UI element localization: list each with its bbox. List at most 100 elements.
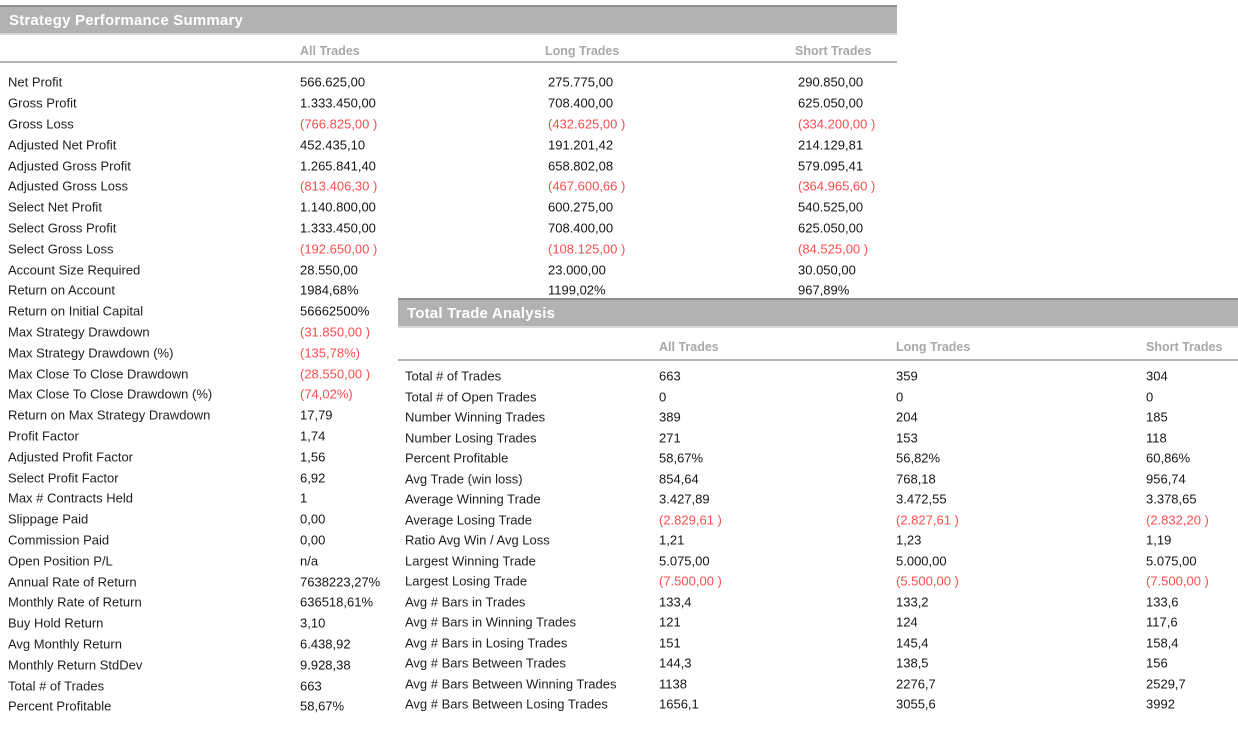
table-row: Max Strategy Drawdown (%) (135,78%) (0, 342, 897, 363)
row-label: Monthly Return StdDev (8, 657, 143, 673)
table-row: Slippage Paid 0,00 (0, 509, 897, 530)
row-label: Percent Profitable (405, 450, 509, 466)
table-row: Open Position P/L n/a (0, 550, 897, 571)
cell-short-trades: (2.832,20 ) (1146, 512, 1209, 528)
cell-long-trades: 23.000,00 (548, 262, 606, 278)
table-row: Max Strategy Drawdown (31.850,00 ) (0, 322, 897, 343)
row-label: Avg Monthly Return (8, 636, 122, 652)
cell-all-trades: 1.265.841,40 (300, 158, 376, 174)
cell-short-trades: 304 (1146, 368, 1168, 384)
row-label: Largest Winning Trade (405, 553, 536, 569)
cell-all-trades: 663 (300, 678, 322, 693)
table-row: Largest Losing Trade (7.500,00 ) (5.500,00… (398, 571, 1238, 592)
row-label: Select Profit Factor (8, 470, 119, 486)
cell-long-trades: 768,18 (896, 471, 936, 487)
cell-long-trades: 153 (896, 430, 918, 446)
cell-all-trades: 58,67% (659, 450, 704, 466)
cell-short-trades: 156 (1146, 655, 1168, 671)
table-row: Avg # Bars in Losing Trades 151 145,4 158,4 (398, 633, 1238, 654)
cell-all-trades: 1656,1 (659, 696, 699, 712)
table-row: Return on Initial Capital 56662500% (0, 301, 897, 322)
cell-all-trades: 1,56 (300, 449, 326, 465)
cell-all-trades: (31.850,00 ) (300, 324, 371, 340)
table-row: Total # of Trades 663 359 304 (398, 366, 1238, 387)
cell-all-trades: 1984,68% (300, 282, 359, 298)
cell-all-trades: 1.140.800,00 (300, 199, 376, 215)
row-label: Percent Profitable (8, 698, 112, 714)
cell-all-trades: 3,10 (300, 615, 326, 631)
cell-all-trades: (813.406,30 ) (300, 178, 378, 194)
cell-all-trades: 0,00 (300, 511, 326, 527)
cell-long-trades: (2.827,61 ) (896, 512, 959, 528)
table-row: Select Gross Profit 1.333.450,00 708.400,0… (0, 218, 897, 239)
row-label: Commission Paid (8, 532, 110, 548)
row-label: Account Size Required (8, 262, 141, 278)
cell-all-trades: 452.435,10 (300, 137, 366, 153)
cell-all-trades: 144,3 (659, 655, 692, 671)
row-label: Max Strategy Drawdown (8, 324, 150, 340)
cell-short-trades: 158,4 (1146, 635, 1179, 651)
table-row: Largest Winning Trade 5.075,00 5.000,00 5.0… (398, 551, 1238, 572)
cell-short-trades: 579.095,41 (798, 158, 864, 174)
cell-short-trades: 540.525,00 (798, 199, 864, 215)
row-label: Avg Trade (win loss) (405, 471, 523, 487)
analysis-rows: Total # of Trades 663 359 304 Total # of Ope… (398, 366, 1238, 715)
cell-all-trades: (28.550,00 ) (300, 366, 371, 382)
cell-short-trades: (7.500,00 ) (1146, 573, 1209, 589)
table-row: Max Close To Close Drawdown (%) (74,02%) (0, 384, 897, 405)
cell-short-trades: 0 (1146, 389, 1154, 405)
cell-all-trades: 3.427,89 (659, 491, 710, 507)
cell-long-trades: 708.400,00 (548, 220, 614, 236)
table-row: Number Losing Trades 271 153 118 (398, 428, 1238, 449)
cell-short-trades: 956,74 (1146, 471, 1186, 487)
table-row: Average Winning Trade 3.427,89 3.472,55 3.3… (398, 489, 1238, 510)
row-label: Avg # Bars in Trades (405, 594, 526, 610)
cell-long-trades: 5.000,00 (896, 553, 947, 569)
table-row: Annual Rate of Return 7638223,27% (0, 571, 897, 592)
cell-short-trades: (334.200,00 ) (798, 116, 876, 132)
table-row: Select Gross Loss (192.650,00 ) (108.125,0… (0, 238, 897, 259)
table-row: Gross Profit 1.333.450,00 708.400,00 625.05… (0, 93, 897, 114)
cell-all-trades: 1,21 (659, 532, 685, 548)
cell-short-trades: 290.850,00 (798, 74, 864, 90)
cell-all-trades: 1138 (659, 676, 687, 692)
row-label: Number Winning Trades (405, 409, 546, 425)
row-label: Avg # Bars Between Trades (405, 655, 566, 671)
cell-all-trades: 121 (659, 614, 681, 630)
section-header-bar: Strategy Performance Summary (0, 5, 897, 35)
cell-all-trades: (7.500,00 ) (659, 573, 722, 589)
column-header-all-trades: All Trades (659, 340, 719, 354)
table-row: Monthly Rate of Return 636518,61% (0, 592, 897, 613)
row-label: Open Position P/L (8, 553, 113, 569)
row-label: Adjusted Gross Loss (8, 178, 128, 194)
row-label: Buy Hold Return (8, 615, 104, 631)
table-row: Net Profit 566.625,00 275.775,00 290.850,00 (0, 72, 897, 93)
cell-all-trades: 28.550,00 (300, 262, 358, 278)
table-row: Ratio Avg Win / Avg Loss 1,21 1,23 1,19 (398, 530, 1238, 551)
table-row: Avg # Bars Between Trades 144,3 138,5 156 (398, 653, 1238, 674)
cell-short-trades: 1,19 (1146, 532, 1172, 548)
row-label: Select Net Profit (8, 199, 102, 215)
row-label: Net Profit (8, 74, 63, 90)
cell-long-trades: (108.125,00 ) (548, 241, 626, 257)
row-label: Total # of Trades (8, 678, 105, 693)
cell-short-trades: 2529,7 (1146, 676, 1186, 692)
cell-long-trades: 191.201,42 (548, 137, 614, 153)
cell-long-trades: 204 (896, 409, 918, 425)
row-label: Gross Profit (8, 95, 77, 111)
row-label: Number Losing Trades (405, 430, 537, 446)
cell-all-trades: 1.333.450,00 (300, 220, 376, 236)
cell-short-trades: 3992 (1146, 696, 1175, 712)
cell-long-trades: (5.500,00 ) (896, 573, 959, 589)
table-row: Avg # Bars in Trades 133,4 133,2 133,6 (398, 592, 1238, 613)
cell-all-trades: 151 (659, 635, 681, 651)
table-row: Select Profit Factor 6,92 (0, 467, 897, 488)
row-label: Max Close To Close Drawdown (%) (8, 386, 213, 402)
table-row: Adjusted Gross Loss (813.406,30 ) (467.600… (0, 176, 897, 197)
row-label: Avg # Bars in Winning Trades (405, 614, 577, 630)
cell-all-trades: 6,92 (300, 470, 326, 486)
column-header-short-trades: Short Trades (795, 44, 872, 58)
column-header-short-trades: Short Trades (1146, 340, 1223, 354)
cell-long-trades: 600.275,00 (548, 199, 614, 215)
